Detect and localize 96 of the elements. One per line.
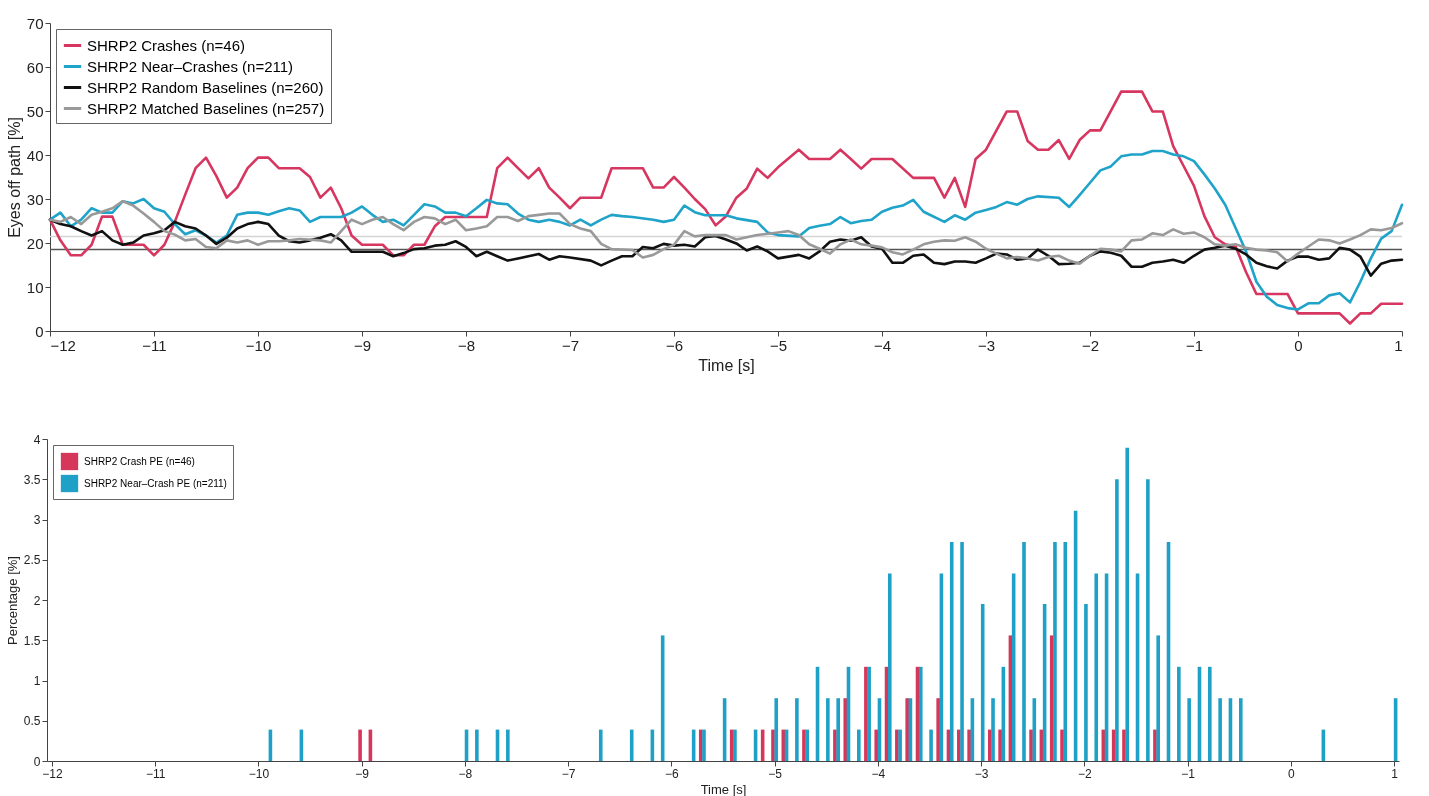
x-tick-label: −4 <box>873 336 892 354</box>
x-tick-label: −1 <box>1181 766 1196 781</box>
bar <box>1094 573 1099 761</box>
bar <box>887 573 892 761</box>
bar <box>1115 479 1119 761</box>
bar <box>960 542 964 761</box>
x-axis-title: Time [s] <box>700 781 747 796</box>
x-tick-label: 1 <box>1394 336 1403 354</box>
bar <box>949 542 954 761</box>
bar <box>475 729 479 761</box>
line-series <box>48 199 1404 265</box>
y-tick-label: 2.5 <box>23 553 41 568</box>
x-tick-label: −6 <box>665 766 680 781</box>
bar <box>967 729 971 761</box>
y-tick-label: 1.5 <box>23 633 41 648</box>
x-tick-label: −1 <box>1185 336 1204 354</box>
x-tick-label: 0 <box>1287 766 1295 781</box>
x-tick-label: −7 <box>561 766 576 781</box>
y-tick-label: 50 <box>26 102 44 120</box>
y-tick-label: 0 <box>33 754 41 769</box>
x-tick-label: −3 <box>974 766 989 781</box>
bar <box>826 698 830 761</box>
bar <box>857 729 861 761</box>
x-tick-label: 0 <box>1294 336 1303 354</box>
x-axis-title: Time [s] <box>698 356 755 374</box>
x-tick-label: −3 <box>977 336 996 354</box>
line-series <box>48 149 1404 311</box>
x-tick-label: −11 <box>146 766 166 781</box>
y-tick-label: 20 <box>26 234 44 252</box>
x-tick-label: −2 <box>1081 336 1100 354</box>
bar <box>1238 698 1243 761</box>
bar <box>1084 604 1088 761</box>
bar <box>702 729 706 761</box>
bar <box>1146 479 1150 761</box>
y-tick-label: 1 <box>33 674 41 688</box>
bar <box>358 729 362 761</box>
bar <box>905 698 909 761</box>
bar <box>874 729 879 761</box>
bar <box>991 698 995 761</box>
y-tick-label: 4 <box>33 432 41 447</box>
bar <box>1125 447 1130 761</box>
bar <box>1156 635 1160 761</box>
x-tick-label: −10 <box>245 336 272 354</box>
x-tick-label: 1 <box>1391 766 1399 781</box>
x-tick-label: −9 <box>353 336 372 354</box>
x-tick-label: −10 <box>248 766 270 781</box>
bar <box>506 729 510 761</box>
bar <box>929 729 933 761</box>
bar <box>1022 542 1026 761</box>
x-tick-label: −5 <box>769 336 788 354</box>
x-tick-label: −8 <box>458 766 473 781</box>
y-tick-label: 60 <box>26 58 44 76</box>
bar <box>733 729 737 761</box>
y-tick-label: 3.5 <box>23 472 41 487</box>
x-tick-label: −4 <box>871 766 886 781</box>
y-tick-label: 0.5 <box>23 714 41 729</box>
bar <box>1187 698 1191 761</box>
bar <box>1029 729 1033 761</box>
legend-label: SHRP2 Matched Baselines (n=257) <box>87 99 325 117</box>
bar <box>843 698 848 761</box>
x-tick-label: −11 <box>142 336 167 354</box>
x-tick-label: −6 <box>665 336 684 354</box>
x-tick-label: −9 <box>355 766 370 781</box>
bar <box>998 729 1002 761</box>
y-tick-label: 2 <box>33 593 41 608</box>
legend-label: SHRP2 Near–Crash PE (n=211) <box>84 477 227 489</box>
bar <box>1218 698 1222 761</box>
bar <box>629 729 634 761</box>
y-tick-label: 70 <box>26 14 44 32</box>
bar <box>936 698 940 761</box>
x-tick-label: −7 <box>561 336 580 354</box>
bar <box>1177 666 1181 761</box>
bar <box>1053 542 1057 761</box>
y-tick-label: 3 <box>33 513 41 527</box>
line-series <box>48 218 1404 277</box>
bar <box>836 698 840 761</box>
bar <box>774 698 779 761</box>
legend-label: SHRP2 Crashes (n=46) <box>87 36 245 54</box>
x-tick-label: −12 <box>42 766 63 781</box>
bar <box>598 729 603 761</box>
x-tick-label: −12 <box>50 336 76 354</box>
y-tick-label: 30 <box>26 190 44 208</box>
legend-label: SHRP2 Crash PE (n=46) <box>84 455 195 467</box>
bar <box>1208 666 1212 761</box>
y-tick-label: 10 <box>26 278 44 296</box>
bar <box>1063 542 1068 761</box>
x-tick-label: −8 <box>457 336 476 354</box>
y-axis-title: Eyes off path [%] <box>5 117 23 238</box>
legend-label: SHRP2 Random Baselines (n=260) <box>87 78 324 96</box>
x-tick-label: −5 <box>768 766 783 781</box>
bar <box>795 698 799 761</box>
y-tick-label: 40 <box>26 146 44 164</box>
y-tick-label: 0 <box>35 322 44 340</box>
y-axis-title: Percentage [%] <box>4 556 20 645</box>
x-tick-label: −2 <box>1077 766 1092 781</box>
legend-label: SHRP2 Near–Crashes (n=211) <box>87 57 294 75</box>
